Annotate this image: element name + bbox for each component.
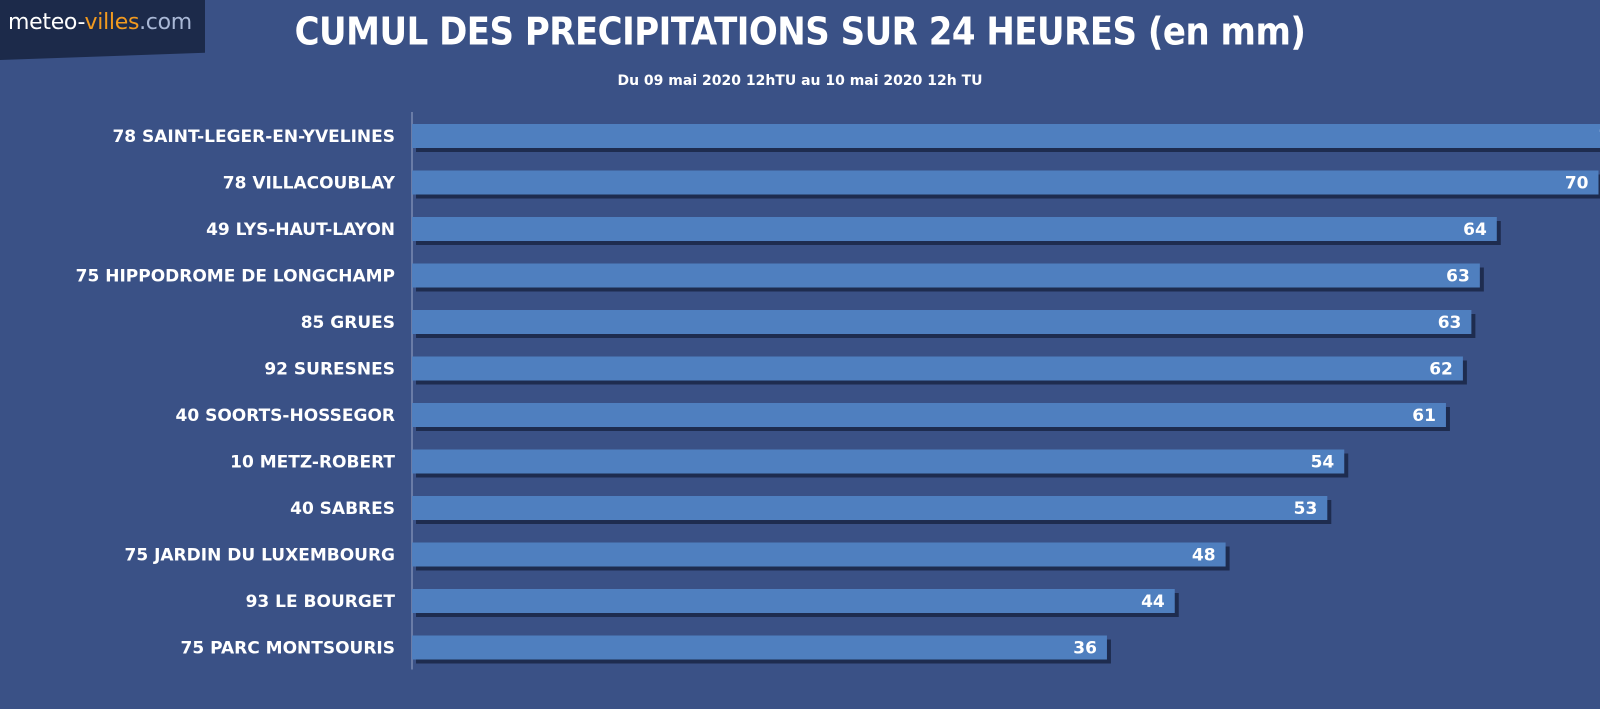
bar [412, 170, 1599, 195]
logo-text-part3: .com [139, 10, 192, 35]
value-label: 36 [1073, 639, 1097, 659]
value-label: 70 [1565, 174, 1589, 194]
value-label: 53 [1294, 499, 1318, 519]
bar [412, 449, 1345, 474]
bar [412, 542, 1226, 567]
category-label: 40 SABRES [290, 499, 395, 519]
chart-subtitle: Du 09 mai 2020 12hTU au 10 mai 2020 12h … [617, 73, 983, 89]
category-label: 40 SOORTS-HOSSEGOR [176, 406, 395, 426]
bar [412, 356, 1463, 381]
bar [412, 217, 1497, 241]
value-label: 44 [1141, 592, 1165, 612]
logo-text-part2: villes [84, 10, 140, 35]
category-label: 93 LE BOURGET [246, 592, 396, 612]
value-label: 54 [1311, 453, 1335, 473]
logo-text: meteo-villes.com [8, 10, 192, 35]
bar [412, 124, 1600, 148]
category-label: 75 HIPPODROME DE LONGCHAMP [76, 267, 395, 287]
value-label: 63 [1446, 267, 1470, 287]
bar [412, 635, 1107, 660]
category-label: 49 LYS-HAUT-LAYON [206, 220, 395, 240]
category-label: 78 SAINT-LEGER-EN-YVELINES [112, 127, 395, 147]
value-label: 63 [1438, 313, 1462, 333]
logo: meteo-villes.com [0, 0, 205, 60]
category-label: 10 METZ-ROBERT [230, 453, 395, 473]
value-label: 64 [1463, 220, 1487, 240]
value-label: 61 [1412, 406, 1436, 426]
logo-text-part1: meteo- [8, 10, 85, 35]
category-label: 75 JARDIN DU LUXEMBOURG [125, 546, 396, 566]
value-label: 62 [1429, 360, 1453, 380]
bar [412, 589, 1175, 613]
bar [412, 403, 1446, 427]
value-label: 72 [1599, 127, 1600, 147]
bar [412, 310, 1472, 334]
bar [412, 263, 1480, 288]
category-label: 75 PARC MONTSOURIS [181, 639, 395, 659]
bar [412, 496, 1328, 520]
category-label: 85 GRUES [301, 313, 395, 333]
category-label: 78 VILLACOUBLAY [223, 174, 396, 194]
chart-title: CUMUL DES PRECIPITATIONS SUR 24 HEURES (… [294, 9, 1306, 55]
category-label: 92 SURESNES [264, 360, 395, 380]
value-label: 48 [1192, 546, 1216, 566]
